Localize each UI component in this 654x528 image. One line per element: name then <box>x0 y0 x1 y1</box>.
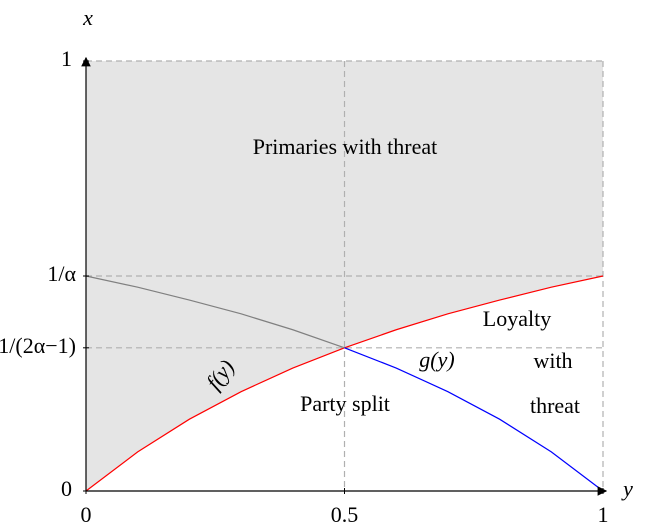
x-tick-label: 1 <box>598 502 609 527</box>
series-line <box>85 275 345 349</box>
annotation: with <box>533 348 572 373</box>
y-tick-label: 0 <box>61 476 72 501</box>
x-axis-label: y <box>621 476 633 501</box>
y-axis-label: x <box>82 5 93 30</box>
series-line <box>344 347 604 492</box>
x-tick-label: 0 <box>81 502 92 527</box>
annotation: Primaries with threat <box>253 134 438 159</box>
y-tick-label: 1/(2α−1) <box>0 333 76 358</box>
y-tick-label: 1 <box>61 46 72 71</box>
annotation: Party split <box>300 391 390 416</box>
x-tick-label: 0.5 <box>331 502 359 527</box>
annotation: Loyalty <box>483 306 551 331</box>
y-tick-label: 1/α <box>47 261 76 286</box>
series-label: g(y) <box>419 347 454 372</box>
annotation: threat <box>530 393 580 418</box>
